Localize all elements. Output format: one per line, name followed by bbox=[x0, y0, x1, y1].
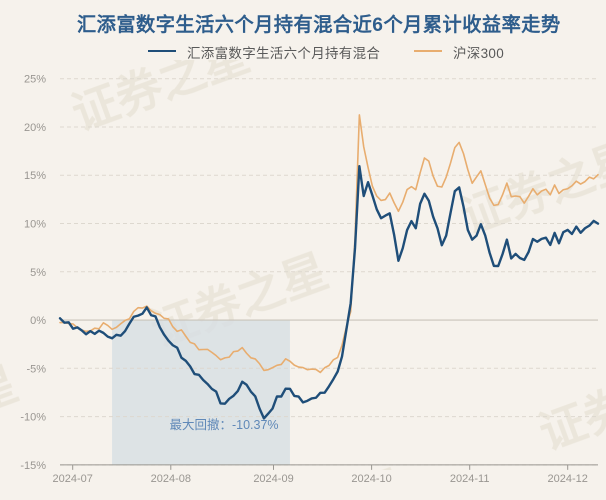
svg-text:5%: 5% bbox=[30, 267, 46, 279]
svg-text:2024-10: 2024-10 bbox=[351, 473, 391, 485]
svg-text:25%: 25% bbox=[24, 74, 46, 86]
svg-text:-15%: -15% bbox=[20, 460, 46, 472]
svg-text:2024-12: 2024-12 bbox=[548, 473, 588, 485]
svg-text:2024-11: 2024-11 bbox=[450, 473, 490, 485]
svg-text:10%: 10% bbox=[24, 219, 46, 231]
svg-text:0%: 0% bbox=[30, 315, 46, 327]
svg-text:-10%: -10% bbox=[20, 412, 46, 424]
svg-text:20%: 20% bbox=[24, 122, 46, 134]
svg-text:15%: 15% bbox=[24, 170, 46, 182]
svg-text:2024-09: 2024-09 bbox=[253, 473, 293, 485]
svg-text:最大回撤：-10.37%: 最大回撤：-10.37% bbox=[169, 417, 278, 432]
svg-text:2024-08: 2024-08 bbox=[151, 473, 191, 485]
svg-text:2024-07: 2024-07 bbox=[53, 473, 93, 485]
svg-text:-5%: -5% bbox=[26, 363, 46, 375]
